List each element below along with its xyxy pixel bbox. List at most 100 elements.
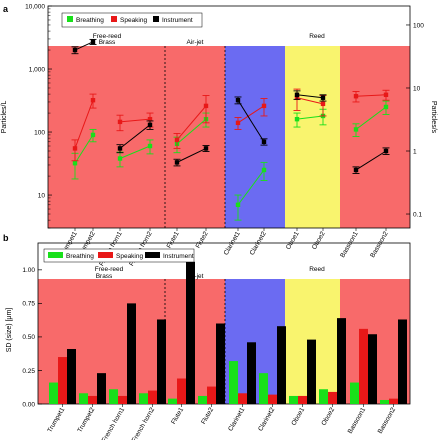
panel-b-bar-breathing	[319, 389, 328, 404]
panel-b: b Free-reed Brass Air-jet Reed 0.000.250…	[3, 233, 411, 440]
panel-b-bar-instrument	[216, 323, 225, 404]
panel-a-ylabel-left: Particles/L	[1, 101, 8, 134]
panel-a-point-instrument	[117, 146, 123, 151]
panel-a-line-speaking	[355, 94, 387, 97]
panel-b-bar-speaking	[148, 390, 157, 404]
panel-a-point-breathing	[72, 161, 78, 166]
panel-a-right-axis: 0.1 1 10 100	[406, 22, 424, 218]
panel-a-left-tick-label: 100	[34, 129, 45, 136]
panel-a-line-instrument	[119, 124, 151, 149]
panel-b-bar-speaking	[118, 395, 127, 404]
panel-a-line-breathing	[119, 145, 151, 159]
panel-b-bar-speaking	[58, 357, 67, 404]
panel-a-left-tick-label: 1,000	[29, 66, 46, 73]
panel-b-bar-instrument	[157, 319, 166, 404]
panel-b-x-label-clarinet1: Clarinet1	[227, 406, 246, 432]
panel-a-point-instrument	[261, 139, 267, 144]
panel-a-line-speaking	[176, 105, 207, 141]
panel-b-bar-breathing	[168, 398, 177, 404]
panel-b-x-label-bassoon2: Bassoon2	[377, 406, 398, 435]
panel-b-x-label-bassoon1: Bassoon1	[347, 406, 368, 435]
panel-b-bar-speaking	[328, 391, 337, 404]
panel-a-x-label-flute2: Flute2	[195, 230, 210, 249]
panel-a-right-tick-label: 10	[413, 85, 421, 92]
panel-b-legend-speaking: Speaking	[116, 253, 143, 260]
panel-a-point-speaking	[72, 146, 78, 151]
panel-a-point-breathing	[383, 104, 389, 110]
panel-b-y-tick-label: 0.25	[22, 368, 35, 375]
panel-a-x-label-oboe2: Oboe2	[311, 230, 327, 251]
panel-a-point-breathing	[294, 116, 300, 122]
panel-b-bar-breathing	[350, 382, 359, 404]
panel-a-point-breathing	[90, 132, 96, 138]
panel-b-y-tick-label: 0.00	[22, 401, 35, 408]
panel-b-bar-instrument	[127, 303, 136, 404]
panel-a-left-tick-label: 10,000	[25, 3, 45, 10]
panel-b-bar-breathing	[198, 395, 207, 404]
panel-b-legend-swatch-speaking	[98, 252, 113, 258]
panel-b-y-tick-label: 0.75	[22, 301, 35, 308]
panel-a-point-speaking	[320, 101, 326, 107]
panel-a-point-instrument	[353, 167, 359, 173]
panel-b-marks	[49, 261, 407, 404]
panel-b-bar-breathing	[79, 393, 88, 404]
panel-b-ylabel: SD (size) [μm]	[6, 308, 13, 353]
panel-a-legend-instrument: Instrument	[162, 17, 193, 24]
panel-b-bar-breathing	[109, 389, 118, 404]
panel-a-line-instrument	[74, 41, 94, 51]
panel-b-x-label-oboe1: Oboe1	[290, 406, 306, 427]
panel-b-bar-instrument	[368, 334, 377, 404]
panel-b-legend: Breathing Speaking Instrument	[43, 248, 195, 263]
panel-b-bar-speaking	[88, 395, 97, 404]
panel-b-x-label-trumpet1: Trumpet1	[46, 406, 66, 434]
panel-b-bar-instrument	[398, 319, 407, 404]
panel-b-x-tick-labels: Trumpet1 Trumpet2 French horn1 French horn2…	[46, 404, 397, 440]
panel-b-x-label-french-horn1: French horn1	[101, 406, 127, 440]
panel-a-right-tick-label: 100	[413, 22, 424, 29]
panel-a-point-instrument	[72, 47, 78, 53]
panel-a-marks	[71, 38, 390, 221]
panel-a-line-speaking	[296, 97, 324, 105]
panel-b-bar-breathing	[289, 395, 298, 404]
panel-a-point-instrument	[320, 95, 326, 100]
panel-a-label-brass: Brass	[99, 39, 116, 46]
panel-b-y-tick-label: 0.50	[22, 334, 35, 341]
panel-a-point-instrument	[235, 98, 241, 103]
panel-b-bar-breathing	[259, 373, 268, 404]
panel-a-point-speaking	[90, 98, 96, 103]
panel-a-label: a	[3, 4, 9, 14]
panel-b-bar-instrument	[337, 318, 346, 404]
panel-b-bar-speaking	[177, 378, 186, 404]
panel-a-point-breathing	[117, 156, 123, 161]
panel-b-bar-breathing	[139, 393, 148, 404]
panel-b-x-label-flute2: Flute2	[200, 406, 215, 425]
panel-a-point-breathing	[235, 202, 241, 208]
panel-b-legend-swatch-instrument	[145, 252, 160, 258]
panel-b-bar-breathing	[380, 399, 389, 404]
panel-a-point-speaking	[383, 92, 389, 97]
panel-b-bar-instrument	[186, 261, 195, 404]
panel-b-legend-instrument: Instrument	[163, 253, 194, 260]
panel-b-label: b	[3, 233, 9, 243]
panel-a-label-free-reed: Free-reed	[93, 33, 122, 40]
panel-a-x-label-bassoon2: Bassoon2	[369, 230, 390, 259]
panel-a-label-reed: Reed	[309, 33, 325, 40]
panel-b-bar-speaking	[359, 328, 368, 404]
panel-b-bar-instrument	[247, 342, 256, 404]
panel-a-point-breathing	[147, 143, 153, 149]
panel-b-bar-speaking	[268, 394, 277, 404]
panel-a-legend-swatch-breathing	[67, 16, 73, 22]
panel-b-bar-speaking	[238, 393, 247, 404]
panel-b-bar-speaking	[298, 395, 307, 404]
panel-a-point-instrument	[294, 92, 300, 97]
panel-b-x-label-clarinet2: Clarinet2	[257, 406, 276, 432]
panel-a-point-speaking	[353, 94, 359, 99]
panel-b-y-axis: 0.00 0.25 0.50 0.75 1.00	[22, 267, 42, 408]
panel-a-frame	[47, 5, 411, 229]
panel-a-line-breathing	[237, 169, 265, 206]
panel-a-x-label-oboe1: Oboe1	[285, 230, 301, 251]
panel-a-line-instrument	[176, 147, 207, 163]
panel-a-line-speaking	[237, 105, 265, 124]
panel-a-band-reed-oboe	[285, 46, 340, 228]
